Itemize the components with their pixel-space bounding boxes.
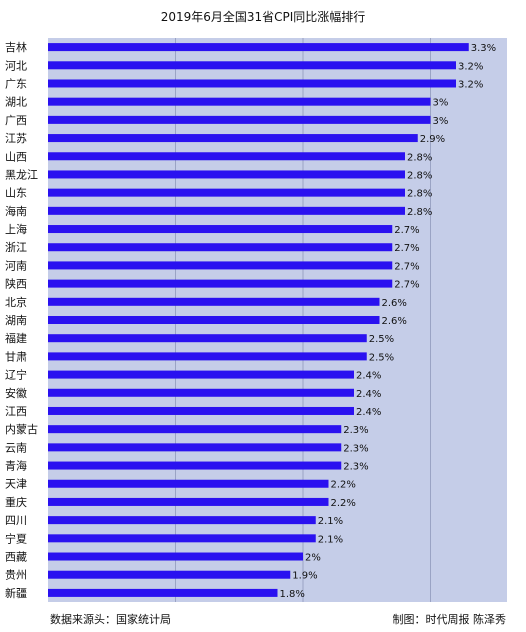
bar-value-label: 2.3% [343, 443, 368, 454]
bar [48, 461, 342, 470]
chart-title: 2019年6月全国31省CPI同比涨幅排行 [160, 10, 366, 24]
bar [48, 552, 303, 561]
category-label: 宁夏 [5, 531, 27, 545]
bar-value-label: 3.2% [458, 61, 483, 72]
bar [48, 61, 456, 70]
bar [48, 43, 469, 52]
bar-value-label: 2.7% [394, 243, 419, 254]
category-label: 上海 [5, 222, 27, 236]
bar-value-label: 1.9% [292, 571, 317, 582]
bar-value-label: 2.8% [407, 189, 432, 200]
bar [48, 152, 405, 161]
bar-value-label: 2.1% [318, 534, 343, 545]
bar [48, 497, 329, 506]
bar [48, 316, 380, 324]
bar-value-label: 3.2% [458, 79, 483, 90]
bar [48, 115, 431, 124]
bar-value-label: 2.8% [407, 152, 432, 163]
bar [48, 443, 342, 452]
bar [48, 188, 405, 197]
bar [48, 516, 316, 525]
bar-value-label: 2.4% [356, 389, 381, 400]
bar [48, 261, 393, 270]
bar-value-label: 3% [433, 98, 449, 109]
bar-value-label: 2.5% [369, 352, 394, 363]
bar [48, 425, 342, 434]
category-label: 浙江 [5, 241, 27, 254]
bar [48, 388, 354, 397]
category-label: 湖北 [5, 96, 27, 109]
bar-value-label: 2.1% [318, 516, 343, 527]
bar [48, 334, 367, 343]
bar-value-label: 2.3% [343, 425, 368, 436]
bar-value-label: 2.7% [394, 225, 419, 236]
category-label: 四川 [5, 514, 27, 527]
bar [48, 534, 316, 543]
bar-value-label: 2.4% [356, 371, 381, 382]
category-label: 河南 [5, 259, 27, 272]
category-label: 内蒙古 [5, 422, 38, 436]
bar [48, 79, 456, 88]
bar [48, 225, 393, 234]
category-label: 黑龙江 [5, 168, 38, 181]
category-label: 新疆 [5, 586, 27, 600]
category-label: 陕西 [5, 277, 27, 291]
bar [48, 352, 367, 361]
category-label: 广东 [5, 77, 27, 90]
bar [48, 370, 354, 379]
bar-value-label: 2.9% [420, 134, 445, 145]
category-label: 吉林 [5, 40, 27, 54]
bar [48, 134, 418, 143]
category-label: 河北 [5, 59, 27, 72]
bar-value-label: 2.7% [394, 261, 419, 272]
bar-value-label: 2.4% [356, 407, 381, 418]
bar [48, 170, 405, 179]
category-label: 云南 [5, 441, 27, 454]
bar [48, 279, 393, 288]
bar [48, 479, 329, 488]
category-label: 山东 [5, 187, 27, 200]
category-label: 江西 [5, 405, 27, 418]
category-label: 甘肃 [5, 350, 27, 363]
bar-value-label: 2% [305, 553, 321, 564]
bar [48, 406, 354, 415]
chart-credit: 制图：时代周报 陈泽秀 [392, 613, 507, 626]
category-label: 山西 [5, 150, 27, 163]
category-label: 安徽 [5, 386, 27, 400]
category-label: 贵州 [5, 569, 27, 582]
bar-value-label: 2.8% [407, 170, 432, 181]
bar-value-label: 3.3% [471, 43, 496, 54]
bar [48, 97, 431, 106]
bar [48, 297, 380, 306]
category-label: 湖南 [5, 314, 27, 327]
bar-value-label: 3% [433, 116, 449, 127]
category-label: 重庆 [5, 495, 27, 509]
category-label: 青海 [5, 459, 27, 473]
category-label: 江苏 [5, 132, 27, 145]
bar-value-label: 2.5% [369, 334, 394, 345]
category-label: 辽宁 [5, 368, 27, 382]
bar-value-label: 2.3% [343, 462, 368, 473]
bar-value-label: 2.6% [382, 316, 407, 327]
bar [48, 243, 393, 252]
category-label: 福建 [5, 331, 27, 345]
category-label: 广西 [5, 114, 27, 127]
bar-value-label: 2.2% [331, 498, 356, 509]
bar [48, 570, 291, 579]
bar [48, 206, 405, 215]
category-label: 北京 [5, 295, 27, 309]
bar [48, 588, 278, 597]
bar-value-label: 2.7% [394, 280, 419, 291]
bar-value-label: 2.6% [382, 298, 407, 309]
bar-value-label: 2.2% [331, 480, 356, 491]
bar-value-label: 1.8% [280, 589, 305, 600]
category-label: 海南 [5, 204, 27, 218]
data-source-note: 数据来源头：国家统计局 [50, 613, 171, 626]
category-label: 天津 [5, 478, 27, 491]
bar-value-label: 2.8% [407, 207, 432, 218]
category-label: 西藏 [5, 551, 27, 564]
